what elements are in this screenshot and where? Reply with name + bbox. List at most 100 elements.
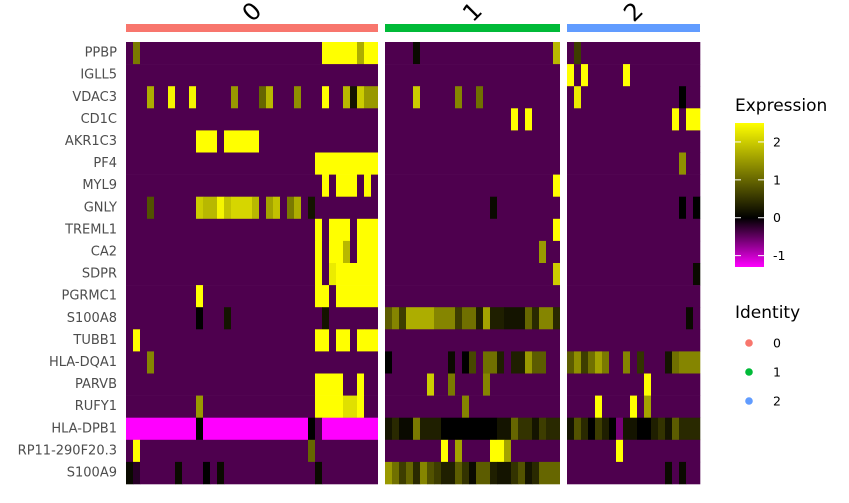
heatmap-cell (511, 461, 519, 485)
group-separator (378, 41, 385, 485)
heatmap-cell (420, 42, 554, 65)
heatmap-cell (567, 152, 680, 175)
heatmap-cell (679, 152, 687, 175)
heatmap-cell (651, 395, 701, 418)
heatmap-cell (385, 64, 561, 87)
heatmap-cell (448, 373, 456, 396)
heatmap-cell (448, 351, 456, 374)
heatmap-cell (476, 307, 484, 330)
heatmap-cell (693, 307, 701, 330)
identity-legend-dot (745, 368, 753, 376)
gene-label: VDAC3 (72, 90, 117, 105)
heatmap-cell (266, 196, 274, 220)
heatmap-cell (273, 196, 281, 220)
gene-label: PGRMC1 (61, 289, 117, 304)
heatmap-cell (252, 196, 260, 220)
heatmap-cell (567, 108, 673, 131)
heatmap-cell (658, 417, 666, 441)
heatmap-cell (322, 417, 379, 441)
heatmap-cell (322, 307, 330, 330)
heatmap-cell (147, 196, 155, 220)
heatmap-cell (616, 417, 624, 441)
heatmap-cell (567, 417, 575, 441)
heatmap-cell (385, 417, 393, 441)
heatmap-cell (686, 152, 701, 175)
expression-legend: Expression 2 1 0 -1 (735, 96, 827, 267)
heatmap-cell (336, 174, 358, 197)
heatmap-cell (476, 351, 484, 374)
heatmap-cell (455, 351, 463, 374)
heatmap-cell (385, 263, 554, 286)
heatmap-cell (686, 196, 694, 220)
heatmap-cell (322, 240, 330, 264)
heatmap-cell (637, 351, 645, 374)
heatmap-cell (441, 417, 498, 441)
heatmap-cell (329, 307, 379, 330)
heatmap-cell (476, 86, 484, 109)
heatmap-cell (322, 42, 358, 65)
heatmap-cell (567, 439, 617, 463)
heatmap-cell (399, 417, 414, 441)
heatmap-cell (133, 439, 141, 463)
heatmap-cell (567, 86, 575, 109)
heatmap-cell (385, 351, 393, 374)
heatmap-cell (315, 174, 323, 197)
identity-legend: Identity 0 1 2 (735, 303, 800, 409)
heatmap-cell (350, 329, 358, 352)
heatmap-cell (126, 240, 316, 264)
heatmap-cell (567, 174, 701, 197)
heatmap-cell (525, 351, 533, 374)
heatmap-cell (203, 417, 309, 441)
heatmap-cell (203, 461, 211, 485)
heatmap-cell (399, 307, 407, 330)
heatmap-cell (462, 351, 470, 374)
heatmap-cell (581, 417, 589, 441)
heatmap-cell (350, 218, 358, 242)
heatmap-cell (441, 461, 456, 485)
heatmap-cell (532, 307, 540, 330)
gene-label: HLA-DPB1 (51, 421, 117, 436)
heatmap-cell (392, 461, 400, 485)
heatmap-cell (483, 86, 561, 109)
heatmap-cell (525, 108, 533, 131)
heatmap-cell (406, 307, 435, 330)
heatmap-cell (322, 218, 330, 242)
heatmap-cell (630, 351, 638, 374)
heatmap-cell (441, 439, 449, 463)
heatmap-cell (637, 417, 652, 441)
heatmap-cell (623, 439, 701, 463)
heatmap-cell (469, 351, 477, 374)
heatmap-cell (623, 417, 638, 441)
heatmap-cell (357, 174, 365, 197)
heatmap-cell (511, 439, 561, 463)
heatmap-cell (553, 263, 561, 286)
heatmap-cell (329, 86, 344, 109)
heatmap-cell (567, 329, 701, 352)
heatmap-cell (665, 351, 673, 374)
heatmap-cell (602, 351, 610, 374)
group-separator (560, 41, 567, 485)
heatmap-cell (196, 86, 232, 109)
gene-label: RUFY1 (75, 399, 117, 414)
heatmap-cell (371, 174, 379, 197)
heatmap-cell (679, 461, 687, 485)
heatmap-cell (462, 395, 470, 418)
heatmap-cell (385, 461, 393, 485)
heatmap-cell (315, 395, 344, 418)
heatmap-cell (322, 86, 330, 109)
heatmap-cell (126, 218, 316, 242)
heatmap-cell (672, 417, 680, 441)
heatmap-cell (385, 395, 463, 418)
heatmap-cell (385, 329, 561, 352)
heatmap-cell (546, 417, 561, 441)
identity-label-0: 0 (237, 0, 268, 27)
heatmap-cell (168, 86, 176, 109)
heatmap-cell (315, 240, 323, 264)
heatmap-cell (140, 42, 323, 65)
heatmap-cell (301, 196, 309, 220)
heatmap-cell (420, 86, 456, 109)
heatmap-cell (126, 461, 134, 485)
heatmap-cell (357, 42, 365, 65)
heatmap-cell (147, 351, 155, 374)
